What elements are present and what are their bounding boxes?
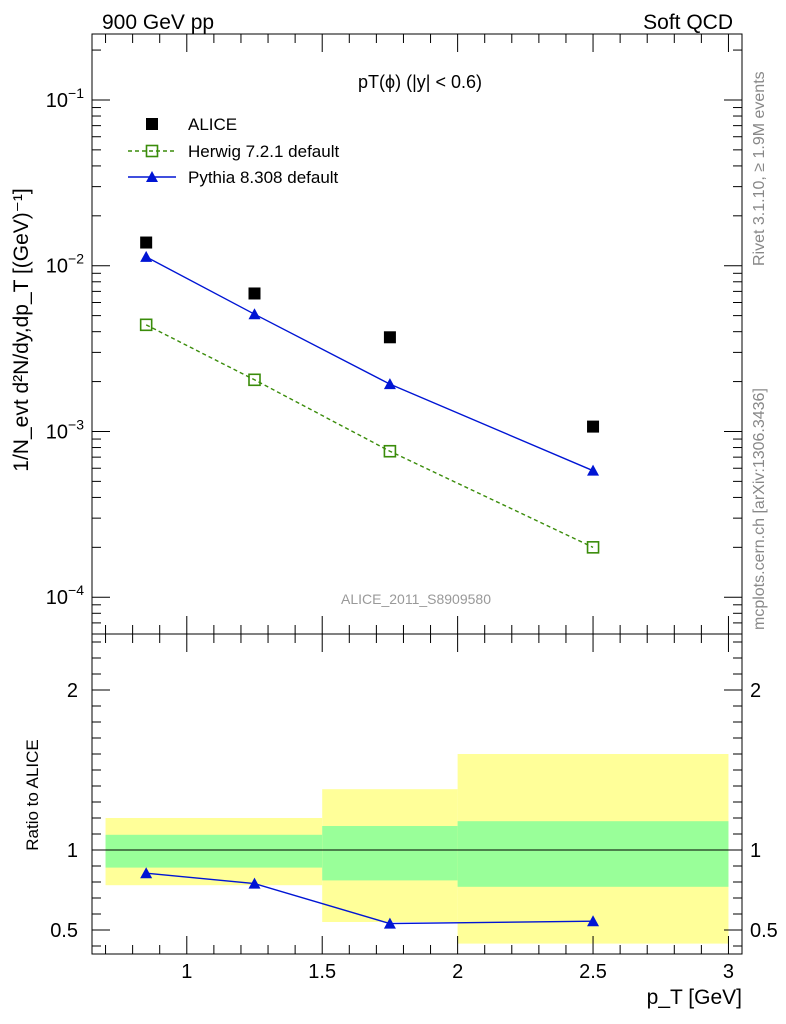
legend-label: Pythia 8.308 default <box>188 168 339 187</box>
y-axis-label: 1/N_evt d²N/dy,dp_T [(GeV)⁻¹] <box>10 188 33 471</box>
x-tick-label: 1 <box>181 961 192 983</box>
data-point <box>139 318 153 332</box>
legend: ALICE Herwig 7.2.1 default Pythia 8.308 de… <box>128 115 339 187</box>
legend-label: ALICE <box>188 115 237 134</box>
ratio-tick-layer: 0.5 0.5 1 1 2 2 1 1.5 2 2.5 3 <box>50 634 778 983</box>
data-point <box>248 287 261 300</box>
series-0 <box>140 236 600 433</box>
ratio-plot-frame <box>91 633 743 955</box>
ratio-data-point <box>587 915 600 927</box>
side-label-rivet: Rivet 3.1.10, ≥ 1.9M events <box>751 71 768 266</box>
side-label-mcplots: mcplots.cern.ch [arXiv:1306.3436] <box>751 388 768 630</box>
x-tick-label: 2.5 <box>579 961 607 983</box>
ratio-series-0 <box>140 867 600 929</box>
ratio-y-tick-label-right: 2 <box>750 680 761 702</box>
series-line <box>145 256 594 472</box>
legend-entry: ALICE <box>146 115 237 134</box>
data-point <box>248 373 261 387</box>
data-point <box>586 541 600 554</box>
legend-entry: Pythia 8.308 default <box>128 168 339 187</box>
series-2 <box>140 250 600 476</box>
ratio-y-tick-label: 1 <box>67 840 78 862</box>
data-point <box>383 378 396 390</box>
main-tick-layer: 10−1 10−2 10−3 10−4 <box>46 34 742 635</box>
legend-marker <box>146 118 158 130</box>
legend-label: Herwig 7.2.1 default <box>188 142 339 161</box>
stat-uncertainty-band <box>105 834 323 868</box>
chart-title: pT(ϕ) (|y| < 0.6) <box>358 72 482 92</box>
ratio-panel: 0.5 0.5 1 1 2 2 1 1.5 2 2.5 3 Ratio to ALICE p_T [… <box>23 633 778 1009</box>
legend-marker <box>145 144 159 158</box>
ratio-y-axis-label: Ratio to ALICE <box>23 739 42 851</box>
ratio-y-tick-label: 2 <box>67 680 78 702</box>
data-point <box>587 420 600 433</box>
x-tick-label: 3 <box>723 961 734 983</box>
watermark-label: ALICE_2011_S8909580 <box>341 591 491 607</box>
legend-marker <box>146 171 158 182</box>
header-right-label: Soft QCD <box>643 11 733 34</box>
x-tick-label: 1.5 <box>308 961 336 983</box>
series-1 <box>139 318 600 554</box>
legend-entry: Herwig 7.2.1 default <box>128 142 339 161</box>
y-tick-label: 10−3 <box>46 416 84 443</box>
y-tick-label: 10−2 <box>46 251 84 278</box>
data-point <box>140 250 153 262</box>
ratio-series-layer <box>140 867 600 929</box>
data-point <box>140 236 153 249</box>
stat-uncertainty-band <box>457 821 729 887</box>
y-tick-label: 10−1 <box>46 85 84 112</box>
ratio-data-point <box>248 877 261 889</box>
ratio-band-layer <box>92 754 742 944</box>
data-point <box>383 331 396 344</box>
stat-uncertainty-band <box>322 826 458 881</box>
data-point <box>383 444 397 458</box>
main-series-layer <box>139 236 600 554</box>
data-point <box>587 464 600 476</box>
ratio-data-point <box>383 917 396 929</box>
series-line <box>145 324 594 548</box>
x-axis-label: p_T [GeV] <box>647 986 742 1009</box>
main-panel: 10−1 10−2 10−3 10−4 pT(ϕ) (|y| < 0.6) ALICE… <box>10 33 743 635</box>
y-tick-label: 10−4 <box>46 582 84 609</box>
ratio-y-tick-label: 0.5 <box>50 920 78 942</box>
ratio-data-point <box>140 867 153 879</box>
ratio-y-tick-label-right: 1 <box>750 840 761 862</box>
header-left-label: 900 GeV pp <box>102 11 214 34</box>
ratio-y-tick-label-right: 0.5 <box>750 920 778 942</box>
x-tick-label: 2 <box>452 961 463 983</box>
ratio-series-line <box>146 872 594 925</box>
data-point <box>248 308 261 320</box>
